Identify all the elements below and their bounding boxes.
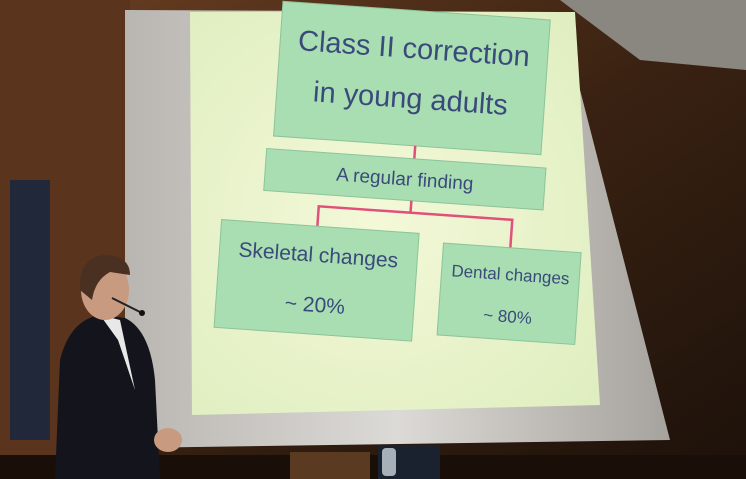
connector xyxy=(414,146,415,159)
connector xyxy=(411,201,412,213)
window xyxy=(10,180,50,440)
lectern xyxy=(290,452,370,479)
photo: Class II correction in young adults A re… xyxy=(0,0,746,479)
dental-box xyxy=(437,243,581,344)
bottle xyxy=(382,448,396,476)
box-value: ~ 20% xyxy=(284,292,346,319)
box-value: ~ 80% xyxy=(483,306,533,328)
